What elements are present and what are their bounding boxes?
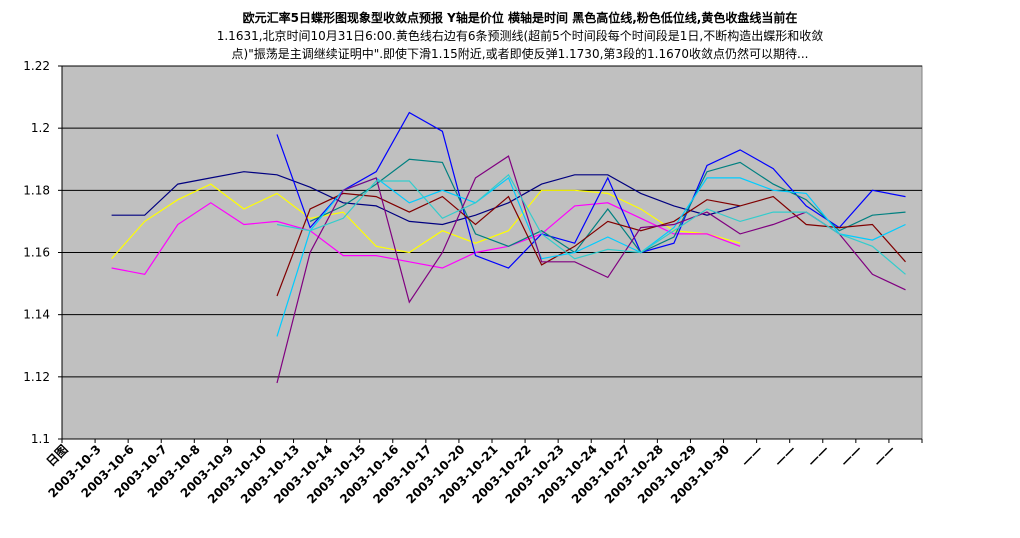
y-tick-label: 1.14 <box>23 308 50 322</box>
x-tick-label: —— <box>805 442 832 469</box>
series-line <box>111 183 741 260</box>
y-tick-label: 1.1 <box>31 432 50 446</box>
x-tick-label: —— <box>738 442 765 469</box>
y-tick-label: 1.2 <box>31 121 50 135</box>
series-line <box>309 158 906 254</box>
title-line: 欧元汇率5日蝶形图现象型收敛点预报 Y轴是价位 横轴是时间 黑色高位线,粉色低位… <box>243 10 798 25</box>
y-tick-label: 1.12 <box>23 370 50 384</box>
x-tick-label: 2003-10-30 <box>668 442 732 506</box>
title-line: 1.1631,北京时间10月31日6:00.黄色线右边有6条预测线(超前5个时间… <box>217 28 824 43</box>
series-line <box>111 202 741 275</box>
series-line <box>111 171 741 226</box>
x-tick-label: —— <box>871 442 898 469</box>
series-line <box>276 111 906 269</box>
series-line <box>276 176 906 337</box>
x-tick-label: 日图 <box>44 442 71 469</box>
series-line <box>276 155 906 384</box>
y-tick-label: 1.18 <box>23 183 50 197</box>
y-tick-label: 1.22 <box>23 59 50 73</box>
title-line: 点)"振荡是主调继续证明中".即使下滑1.15附近,或者即使反弹1.1730,第… <box>232 46 809 61</box>
x-tick-label: —— <box>771 442 798 469</box>
x-tick-label: —— <box>838 442 865 469</box>
y-tick-label: 1.16 <box>23 246 50 260</box>
series-line <box>276 173 906 275</box>
